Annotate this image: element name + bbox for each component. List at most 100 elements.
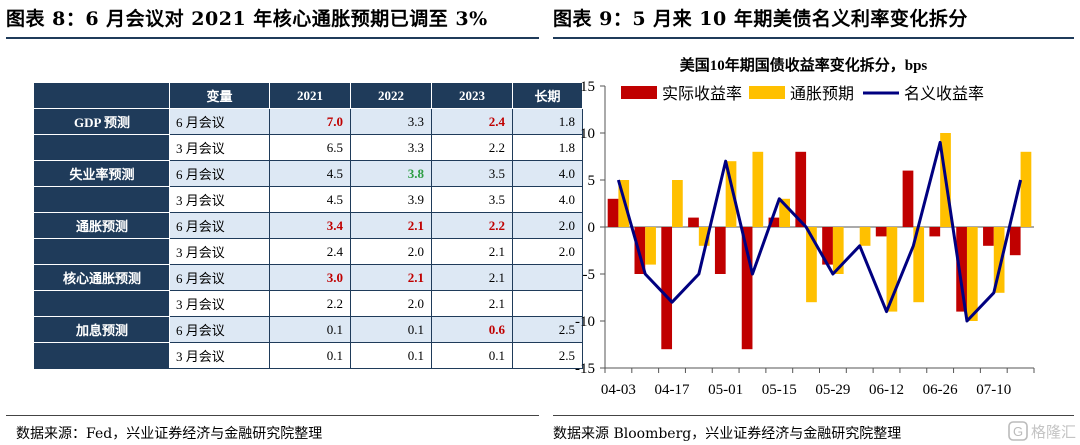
- legend-label: 实际收益率: [662, 85, 742, 103]
- bar-real-yield: [983, 227, 994, 246]
- table-header-cell: 变量: [169, 82, 270, 109]
- table-row: 失业率预测 6 月会议 4.5 3.8 3.5 4.0: [34, 160, 583, 187]
- value-cell: [512, 264, 583, 291]
- table-row: 3 月会议 0.1 0.1 0.1 2.5: [34, 342, 583, 369]
- value-cell: 2.1: [431, 290, 513, 317]
- bar-inflation-expectation: [913, 227, 925, 303]
- x-tick-label: 05-01: [708, 382, 743, 398]
- bar-inflation-expectation: [698, 227, 710, 246]
- y-tick-label: -5: [583, 267, 596, 283]
- value-cell: 2.0: [512, 238, 583, 265]
- bar-inflation-expectation: [859, 227, 871, 246]
- table-row: 3 月会议 4.5 3.9 3.5 4.0: [34, 186, 583, 213]
- row-group-label: 核心通胀预测: [34, 264, 170, 291]
- bar-real-yield: [688, 217, 699, 227]
- value-cell: 2.4: [431, 108, 513, 135]
- value-cell: 0.1: [350, 342, 432, 369]
- value-cell: 3.3: [350, 108, 432, 135]
- x-tick-label: 06-12: [869, 382, 904, 398]
- row-group-label: GDP 预测: [34, 108, 170, 135]
- value-cell: 7.0: [269, 108, 351, 135]
- bar-real-yield: [822, 227, 833, 265]
- x-tick-label: 04-03: [601, 382, 636, 398]
- bar-inflation-expectation: [1020, 151, 1032, 227]
- meeting-cell: 6 月会议: [169, 108, 270, 135]
- value-cell: 1.8: [512, 134, 583, 161]
- legend-label: 名义收益率: [904, 85, 984, 103]
- value-cell: 0.1: [269, 342, 351, 369]
- bar-inflation-expectation: [779, 198, 791, 227]
- row-group-label: 失业率预测: [34, 160, 170, 187]
- bar-real-yield: [741, 227, 753, 350]
- right-source-rule: [553, 415, 1074, 416]
- meeting-cell: 3 月会议: [169, 342, 270, 369]
- value-cell: 0.1: [269, 316, 351, 343]
- meeting-cell: 3 月会议: [169, 134, 270, 161]
- bar-inflation-expectation: [645, 227, 656, 265]
- value-cell: 2.4: [269, 238, 351, 265]
- value-cell: 3.8: [350, 160, 432, 187]
- table-header-cell: 2021: [269, 82, 351, 109]
- meeting-cell: 6 月会议: [169, 160, 270, 187]
- row-group-label: 通胀预测: [34, 212, 170, 239]
- value-cell: 2.0: [350, 290, 432, 317]
- y-tick-label: -15: [575, 361, 595, 377]
- table-header-cell: 2023: [431, 82, 513, 109]
- bar-inflation-expectation: [725, 161, 737, 227]
- value-cell: 2.5: [512, 342, 583, 369]
- forecast-table-container: 变量 2021 2022 2023 长期 GDP 预测 6 月会议 7.0 3.3 2.4 1.8 3…: [34, 82, 583, 369]
- bar-real-yield: [875, 227, 887, 237]
- x-tick-label: 05-29: [815, 382, 850, 398]
- table-header-cell: 2022: [350, 82, 432, 109]
- value-cell: 2.1: [431, 264, 513, 291]
- x-tick-label: 06-26: [923, 382, 958, 398]
- watermark-text: 格隆汇: [1031, 423, 1076, 441]
- right-title-rule: [553, 37, 1074, 39]
- table-row: 通胀预测 6 月会议 3.4 2.1 2.2 2.0: [34, 212, 583, 239]
- value-cell: 2.0: [512, 212, 583, 239]
- meeting-cell: 3 月会议: [169, 238, 270, 265]
- value-cell: 3.3: [350, 134, 432, 161]
- row-group-label: 加息预测: [34, 316, 170, 343]
- y-tick-label: 0: [588, 220, 596, 236]
- bar-inflation-expectation: [832, 227, 844, 274]
- row-group-label: [34, 342, 170, 369]
- left-figure-title: 图表 8：6 月会议对 2021 年核心通胀预期已调至 3%: [6, 8, 488, 30]
- left-source-note: 数据来源：Fed，兴业证券经济与金融研究院整理: [16, 426, 323, 442]
- value-cell: 2.2: [431, 134, 513, 161]
- watermark-logo: G 格隆汇: [1008, 421, 1076, 441]
- bar-inflation-expectation: [886, 227, 898, 312]
- watermark-logo-mark: [1008, 421, 1028, 441]
- y-tick-label: 5: [588, 173, 596, 189]
- right-source-note: 数据来源 Bloomberg，兴业证券经济与金融研究院整理: [553, 426, 902, 442]
- value-cell: 0.1: [431, 342, 513, 369]
- x-tick-label: 04-17: [655, 382, 690, 398]
- y-tick-label: -10: [575, 314, 595, 330]
- table-header-cell: 长期: [512, 82, 583, 109]
- value-cell: 2.1: [431, 238, 513, 265]
- meeting-cell: 6 月会议: [169, 212, 270, 239]
- meeting-cell: 3 月会议: [169, 186, 270, 213]
- value-cell: [512, 290, 583, 317]
- value-cell: 2.2: [431, 212, 513, 239]
- y-tick-label: 15: [580, 79, 595, 95]
- table-row: 3 月会议 2.4 2.0 2.1 2.0: [34, 238, 583, 265]
- value-cell: 3.0: [269, 264, 351, 291]
- value-cell: 4.0: [512, 186, 583, 213]
- table-row: 3 月会议 6.5 3.3 2.2 1.8: [34, 134, 583, 161]
- legend-label: 通胀预期: [790, 85, 854, 103]
- value-cell: 2.0: [350, 238, 432, 265]
- table-header-row: 变量 2021 2022 2023 长期: [34, 82, 583, 109]
- value-cell: 4.5: [269, 160, 351, 187]
- bar-real-yield: [768, 217, 780, 227]
- x-tick-label: 07-10: [976, 382, 1011, 398]
- value-cell: 0.6: [431, 316, 513, 343]
- value-cell: 3.4: [269, 212, 351, 239]
- bar-inflation-expectation: [993, 227, 1005, 293]
- value-cell: 0.1: [350, 316, 432, 343]
- chart-title: 美国10年期国债收益率变化拆分，bps: [680, 56, 928, 74]
- value-cell: 2.1: [350, 212, 432, 239]
- value-cell: 3.9: [350, 186, 432, 213]
- x-tick-label: 05-15: [762, 382, 797, 398]
- value-cell: 4.5: [269, 186, 351, 213]
